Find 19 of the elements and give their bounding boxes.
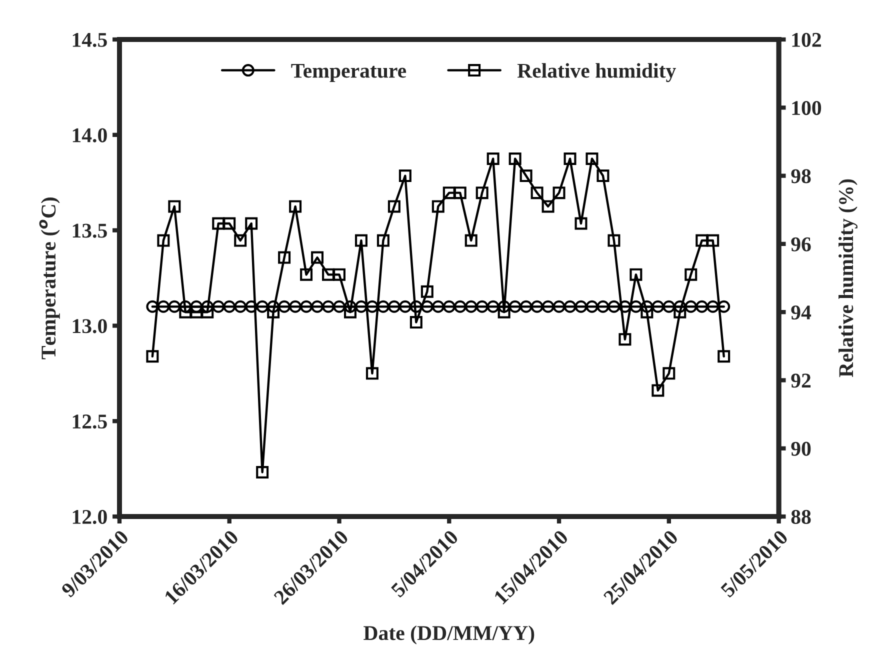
y-tick-label: 12.0 [72, 510, 107, 524]
y-tick-label: 13.5 [72, 224, 107, 238]
y-tick-label: 12.5 [72, 414, 107, 429]
y2-tick-label: 94 [791, 306, 812, 320]
x-axis-title: Date (DD/MM/YY) [364, 625, 534, 644]
y2-tick-label: 92 [791, 374, 811, 388]
legend-label: Temperature [291, 64, 406, 82]
y-tick-label: 13.0 [72, 319, 107, 334]
y-tick-label: 14.0 [72, 128, 107, 142]
y2-tick-label: 102 [792, 32, 821, 47]
y-axis-title: Temperature ($^{o}$C) [39, 198, 60, 360]
y2-tick-label: 98 [791, 169, 811, 184]
y2-axis-title: Relative humidity (%) [838, 179, 858, 378]
y2-tick-label: 96 [791, 237, 811, 252]
y-tick-label: 14.5 [72, 32, 107, 48]
y2-tick-label: 90 [791, 442, 811, 456]
y2-tick-label: 88 [791, 510, 811, 524]
y2-tick-label: 100 [792, 101, 822, 116]
legend-label: Relative humidity [517, 63, 676, 82]
